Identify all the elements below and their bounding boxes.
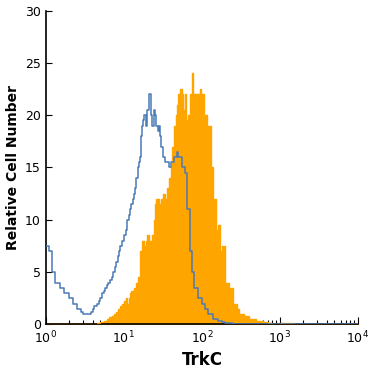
- Y-axis label: Relative Cell Number: Relative Cell Number: [6, 85, 20, 250]
- X-axis label: TrkC: TrkC: [182, 351, 222, 369]
